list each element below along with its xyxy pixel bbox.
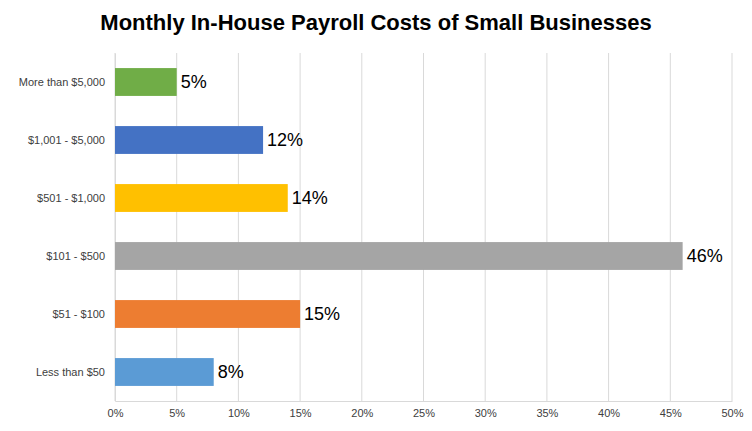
grid-line bbox=[485, 53, 486, 401]
tick-label: 45% bbox=[660, 407, 682, 419]
grid-line bbox=[115, 53, 116, 401]
tick-label: 20% bbox=[351, 407, 373, 419]
grid-line bbox=[176, 53, 177, 401]
grid-line bbox=[608, 53, 609, 401]
axis-line bbox=[115, 54, 116, 402]
bar bbox=[115, 300, 300, 328]
data-label: 8% bbox=[218, 362, 244, 382]
grid-line bbox=[670, 53, 671, 401]
tick-label: 50% bbox=[721, 407, 743, 419]
bar bbox=[115, 358, 214, 386]
grid-line bbox=[423, 53, 424, 401]
grid-line bbox=[238, 53, 239, 401]
data-label: 12% bbox=[267, 130, 303, 150]
grid-line bbox=[300, 53, 301, 401]
tick: 0% bbox=[108, 401, 124, 419]
data-label: 5% bbox=[181, 72, 207, 92]
tick-label: 15% bbox=[290, 407, 312, 419]
category-label: $101 - $500 bbox=[46, 250, 105, 262]
tick: 45% bbox=[660, 401, 682, 419]
data-label: 46% bbox=[687, 246, 723, 266]
grid-line bbox=[361, 53, 362, 401]
tick-label: 5% bbox=[169, 407, 185, 419]
bar bbox=[115, 126, 263, 154]
title: Monthly In-House Payroll Costs of Small … bbox=[100, 10, 651, 35]
tick: 20% bbox=[351, 401, 373, 419]
grid-line bbox=[546, 53, 547, 401]
tick: $51 - $100 bbox=[52, 308, 115, 320]
tick-label: 35% bbox=[536, 407, 558, 419]
data-label: 14% bbox=[292, 188, 328, 208]
data-labels: 8% 15% 46% 14% 12% 5% bbox=[181, 72, 723, 382]
category-label: $1,001 - $5,000 bbox=[28, 134, 105, 146]
tick-label: 30% bbox=[475, 407, 497, 419]
tick-label: 0% bbox=[108, 407, 124, 419]
tick: 25% bbox=[413, 401, 435, 419]
tick: $101 - $500 bbox=[46, 250, 115, 262]
tick-label: 10% bbox=[228, 407, 250, 419]
data-label: 15% bbox=[304, 304, 340, 324]
category-axis: Less than $50 $51 - $100 $101 - $500 $501 -… bbox=[19, 54, 116, 402]
category-label: $51 - $100 bbox=[52, 308, 105, 320]
tick: $1,001 - $5,000 bbox=[28, 134, 115, 146]
axis-line bbox=[116, 401, 733, 402]
tick: More than $5,000 bbox=[19, 76, 115, 88]
category-label: Less than $50 bbox=[36, 366, 105, 378]
tick: 30% bbox=[475, 401, 497, 419]
category-label: $501 - $1,000 bbox=[37, 192, 105, 204]
bar bbox=[115, 242, 683, 270]
tick-label: 25% bbox=[413, 407, 435, 419]
bar bbox=[115, 68, 177, 96]
grid-line bbox=[732, 53, 733, 401]
tick: 40% bbox=[598, 401, 620, 419]
bar bbox=[115, 184, 288, 212]
tick: 35% bbox=[536, 401, 558, 419]
bars bbox=[115, 68, 683, 386]
tick: Less than $50 bbox=[36, 366, 115, 378]
tick: 5% bbox=[169, 401, 185, 419]
plot: 0% 5% 10% 15% 20% 25% 30% 35% 40% 45% 50% Less than… bbox=[19, 53, 744, 419]
grid bbox=[115, 53, 732, 401]
tick: $501 - $1,000 bbox=[37, 192, 115, 204]
chart: Monthly In-House Payroll Costs of Small … bbox=[0, 0, 752, 431]
value-axis: 0% 5% 10% 15% 20% 25% 30% 35% 40% 45% 50% bbox=[108, 401, 744, 419]
tick: 10% bbox=[228, 401, 250, 419]
tick-label: 40% bbox=[598, 407, 620, 419]
tick: 15% bbox=[290, 401, 312, 419]
tick: 50% bbox=[721, 401, 743, 419]
category-label: More than $5,000 bbox=[19, 76, 105, 88]
